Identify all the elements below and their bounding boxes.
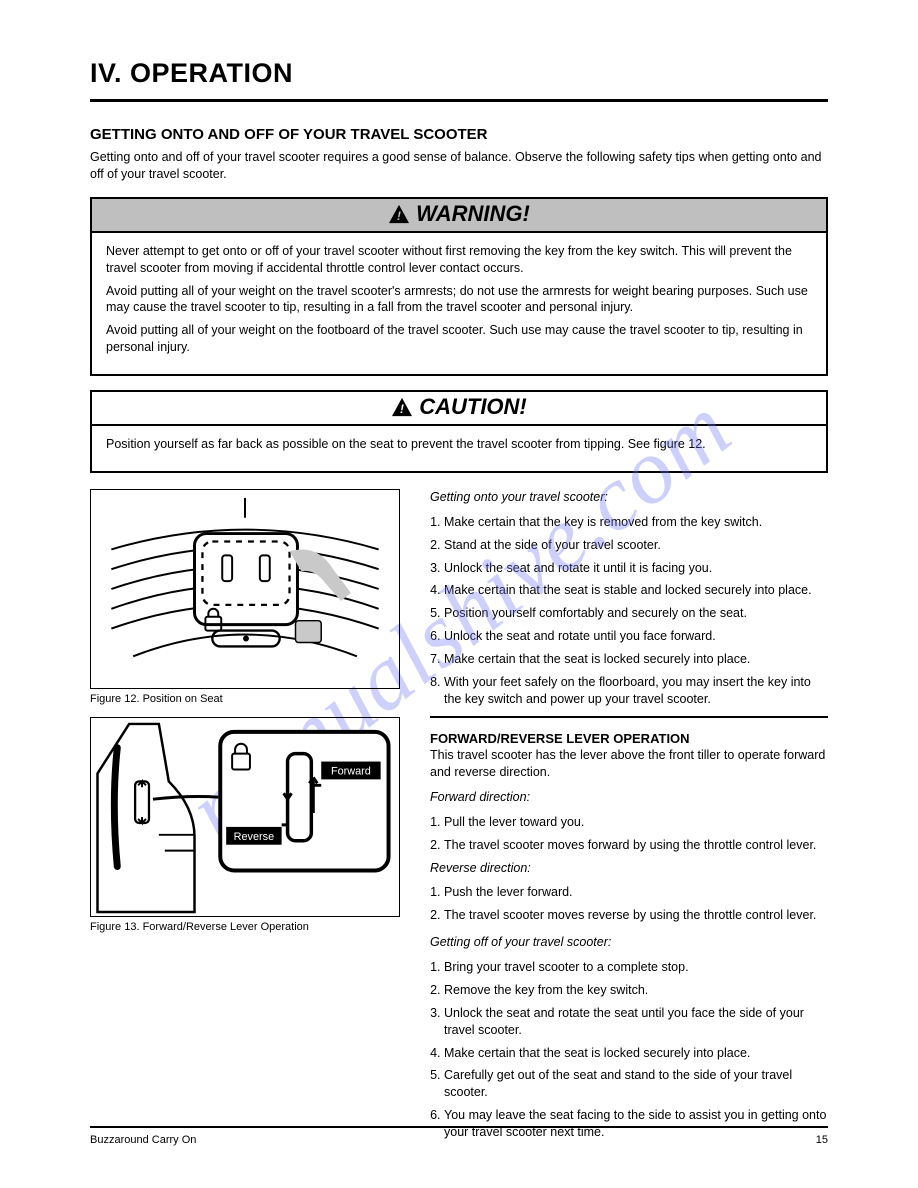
list-item: Make certain that the key is removed fro… — [444, 514, 828, 531]
caution-box: ! CAUTION! Position yourself as far back… — [90, 390, 828, 473]
getting-off-list: Bring your travel scooter to a complete … — [444, 959, 828, 1141]
caution-label: CAUTION! — [419, 394, 527, 420]
figure-13: Forward Reverse — [90, 717, 400, 917]
list-item: Unlock the seat and rotate the seat unti… — [444, 1005, 828, 1039]
lever-intro: This travel scooter has the lever above … — [430, 747, 828, 781]
getting-on-list: Make certain that the key is removed fro… — [444, 514, 828, 708]
list-item: Bring your travel scooter to a complete … — [444, 959, 828, 976]
warning-paragraph: Avoid putting all of your weight on the … — [106, 283, 812, 317]
getting-on-lead: Getting onto your travel scooter: — [430, 490, 608, 504]
section-heading-lever: FORWARD/REVERSE LEVER OPERATION — [430, 730, 828, 748]
footer-rule — [90, 1126, 828, 1128]
list-item: With your feet safely on the floorboard,… — [444, 674, 828, 708]
list-item: The travel scooter moves reverse by usin… — [444, 907, 828, 924]
list-item: Unlock the seat and rotate until you fac… — [444, 628, 828, 645]
two-column-region: Figure 12. Position on Seat — [90, 489, 828, 1147]
page-title: IV. OPERATION — [90, 58, 828, 89]
page: manualshive.com IV. OPERATION GETTING ON… — [0, 0, 918, 1188]
caution-icon: ! — [391, 397, 413, 417]
warning-box: ! WARNING! Never attempt to get onto or … — [90, 197, 828, 376]
page-footer: Buzzaround Carry On 15 — [90, 1126, 828, 1146]
figure-13-caption: Figure 13. Forward/Reverse Lever Operati… — [90, 921, 410, 933]
warning-label: WARNING! — [416, 201, 530, 227]
footer-product-name: Buzzaround Carry On — [90, 1134, 196, 1146]
forward-lead: Forward direction: — [430, 790, 530, 804]
reverse-label-text: Reverse — [234, 831, 274, 843]
section-heading-getting-on-off: GETTING ONTO AND OFF OF YOUR TRAVEL SCOO… — [90, 126, 828, 143]
warning-box-body: Never attempt to get onto or off of your… — [92, 233, 826, 374]
forward-label-text: Forward — [331, 765, 371, 777]
forward-list: Pull the lever toward you. The travel sco… — [444, 814, 828, 854]
caution-box-body: Position yourself as far back as possibl… — [92, 426, 826, 471]
list-item: Unlock the seat and rotate it until it i… — [444, 560, 828, 577]
caution-box-header: ! CAUTION! — [92, 392, 826, 426]
reverse-lead: Reverse direction: — [430, 861, 531, 875]
warning-icon: ! — [388, 204, 410, 224]
getting-off-lead: Getting off of your travel scooter: — [430, 935, 611, 949]
list-item: Make certain that the seat is locked sec… — [444, 1045, 828, 1062]
list-item: Carefully get out of the seat and stand … — [444, 1067, 828, 1101]
list-item: Position yourself comfortably and secure… — [444, 605, 828, 622]
list-item: Push the lever forward. — [444, 884, 828, 901]
warning-box-header: ! WARNING! — [92, 199, 826, 233]
list-item: The travel scooter moves forward by usin… — [444, 837, 828, 854]
section-divider — [430, 716, 828, 718]
left-column: Figure 12. Position on Seat — [90, 489, 410, 1147]
warning-paragraph: Avoid putting all of your weight on the … — [106, 322, 812, 356]
caution-paragraph: Position yourself as far back as possibl… — [106, 436, 812, 453]
svg-text:!: ! — [400, 402, 404, 416]
figure-12-caption: Figure 12. Position on Seat — [90, 693, 410, 705]
reverse-list: Push the lever forward. The travel scoote… — [444, 884, 828, 924]
right-column: Getting onto your travel scooter: Make c… — [430, 489, 828, 1147]
svg-text:!: ! — [397, 209, 401, 223]
list-item: Remove the key from the key switch. — [444, 982, 828, 999]
list-item: Pull the lever toward you. — [444, 814, 828, 831]
list-item: Stand at the side of your travel scooter… — [444, 537, 828, 554]
header-rule — [90, 99, 828, 102]
list-item: Make certain that the seat is stable and… — [444, 582, 828, 599]
warning-paragraph: Never attempt to get onto or off of your… — [106, 243, 812, 277]
footer-page-number: 15 — [816, 1134, 828, 1146]
intro-text: Getting onto and off of your travel scoo… — [90, 149, 828, 183]
figure-12 — [90, 489, 400, 689]
list-item: Make certain that the seat is locked sec… — [444, 651, 828, 668]
